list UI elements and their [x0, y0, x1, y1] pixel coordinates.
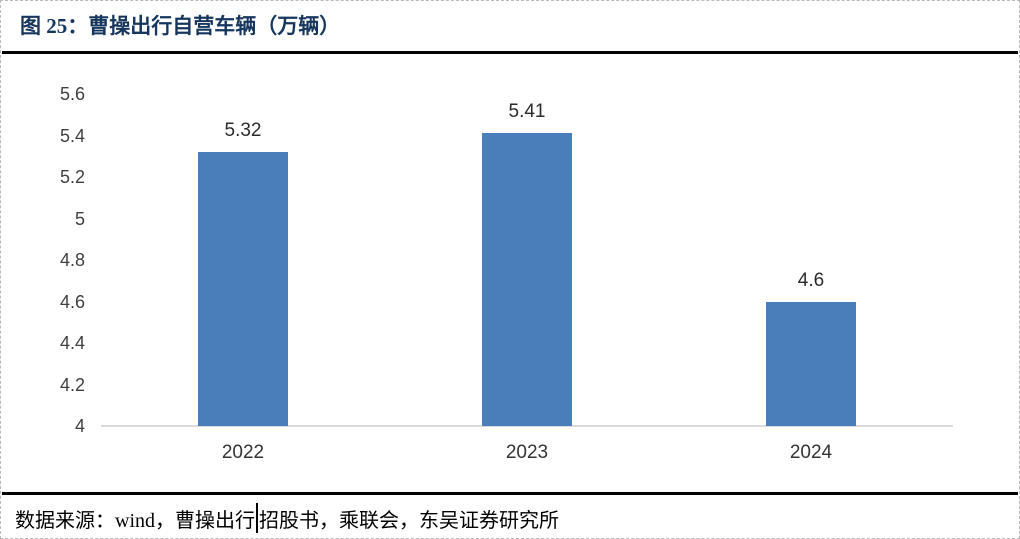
- bar-2022: [198, 152, 288, 426]
- y-tick-label: 4: [74, 416, 85, 436]
- x-axis-label: 2024: [789, 442, 833, 463]
- bar-value-label: 4.6: [797, 269, 825, 291]
- text-cursor: [256, 503, 258, 533]
- x-axis-line: [101, 425, 953, 427]
- bar-2024: [766, 301, 856, 426]
- source-text-before-cursor: 数据来源：wind，曹操出行: [15, 509, 255, 532]
- figure-title: 图 25：曹操出行自营车辆（万辆）: [20, 14, 341, 38]
- bar-value-label: 5.32: [224, 120, 262, 142]
- y-tick-label: 4.4: [59, 333, 85, 353]
- source-line[interactable]: 数据来源：wind，曹操出行 招股书，乘联会，东吴证券研究所: [15, 502, 559, 534]
- bar-value-label: 5.41: [508, 101, 546, 123]
- source-text-after-cursor: 招股书，乘联会，东吴证券研究所: [259, 509, 559, 532]
- y-tick-label: 5.2: [59, 167, 85, 187]
- bottom-divider: [2, 492, 1018, 495]
- bar-2023: [482, 133, 572, 426]
- y-tick-label: 5: [74, 208, 85, 229]
- x-axis-label: 2023: [505, 442, 549, 463]
- y-tick-label: 4.6: [59, 291, 85, 312]
- x-axis-label: 2022: [221, 442, 265, 463]
- y-tick-label: 5.4: [59, 125, 85, 146]
- y-tick-label: 4.2: [59, 374, 85, 395]
- top-divider: [2, 51, 1018, 54]
- y-tick-label: 5.6: [59, 84, 85, 104]
- y-tick-label: 4.8: [59, 250, 85, 270]
